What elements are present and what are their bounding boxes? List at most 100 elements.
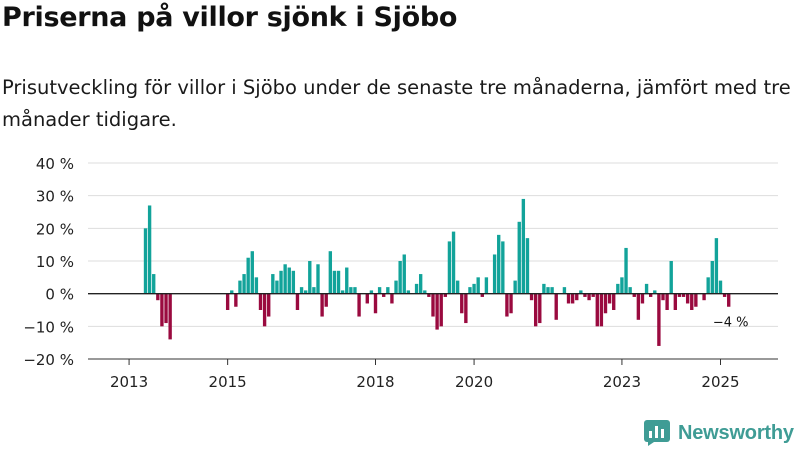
- data-bar: [156, 293, 160, 301]
- data-bar: [616, 283, 620, 294]
- bar-chart: 40 % 30 % 20 % 10 % 0 % −10 % −20 % 2013 2015 201…: [23, 155, 778, 391]
- data-bar: [554, 293, 558, 320]
- data-bar: [431, 293, 435, 317]
- data-bar: [152, 274, 156, 294]
- data-bar: [599, 293, 604, 327]
- data-bar: [722, 293, 727, 297]
- data-bar: [501, 241, 505, 294]
- data-bar: [505, 293, 509, 317]
- data-bar: [406, 290, 411, 294]
- chart-title: Priserna på villor sjönk i Sjöbo: [2, 2, 458, 33]
- data-bar: [517, 221, 521, 294]
- data-bar: [685, 293, 690, 304]
- data-bar: [303, 290, 308, 294]
- data-bar: [575, 293, 579, 301]
- data-bar: [607, 293, 612, 304]
- data-bar: [357, 293, 361, 317]
- data-bar: [497, 234, 501, 294]
- data-bar: [603, 293, 608, 314]
- data-bar: [628, 287, 632, 294]
- data-bar: [595, 293, 599, 327]
- data-bar: [287, 267, 291, 294]
- data-bar: [299, 287, 304, 294]
- data-bar: [636, 293, 641, 320]
- data-bar: [447, 241, 452, 294]
- data-bar: [147, 205, 152, 294]
- data-bar: [665, 293, 669, 310]
- data-bar: [484, 277, 489, 294]
- grid-layer: [88, 162, 778, 360]
- data-bar: [349, 287, 353, 294]
- data-bar: [542, 283, 546, 294]
- data-bar: [706, 277, 710, 294]
- data-bar: [677, 293, 682, 297]
- bar-layer: [143, 198, 731, 346]
- data-bar: [332, 270, 337, 294]
- data-bar: [324, 293, 328, 307]
- data-bar: [620, 277, 624, 294]
- brand-name: Newsworthy: [678, 421, 794, 444]
- data-bar: [246, 257, 250, 294]
- data-bar: [328, 251, 333, 294]
- data-bar: [143, 228, 148, 294]
- data-bar: [644, 283, 649, 294]
- data-bar: [382, 293, 386, 297]
- data-bar: [591, 293, 595, 297]
- data-bar: [320, 293, 324, 317]
- data-bar: [673, 293, 678, 310]
- data-bar: [377, 287, 382, 294]
- y-tick-label: −20 %: [23, 351, 74, 369]
- data-bar: [225, 293, 230, 310]
- data-bar: [427, 293, 431, 297]
- y-tick-label: 20 %: [36, 220, 74, 238]
- y-tick-label: −10 %: [23, 318, 74, 336]
- data-bar: [365, 293, 369, 304]
- data-bar: [250, 251, 254, 294]
- data-bar: [718, 280, 723, 294]
- data-bar: [283, 264, 287, 294]
- x-tick-label: 2025: [701, 373, 739, 391]
- data-bar: [690, 293, 694, 310]
- data-bar: [423, 290, 427, 294]
- data-bar: [657, 293, 661, 346]
- data-bar: [550, 287, 554, 294]
- data-bar: [492, 254, 497, 294]
- end-value-label: −4 %: [713, 316, 749, 331]
- x-tick-label: 2013: [110, 373, 148, 391]
- data-bar: [238, 280, 242, 294]
- data-bar: [373, 293, 378, 314]
- data-bar: [418, 274, 423, 294]
- data-bar: [398, 261, 402, 294]
- data-bar: [513, 280, 517, 294]
- data-bar: [234, 293, 238, 307]
- data-bar: [353, 287, 357, 294]
- data-bar: [476, 277, 480, 294]
- data-bar: [390, 293, 394, 304]
- x-tick-label: 2015: [209, 373, 247, 391]
- data-bar: [254, 277, 259, 294]
- data-bar: [562, 287, 567, 294]
- data-bar: [451, 231, 456, 294]
- data-bar: [439, 293, 443, 327]
- data-bar: [460, 293, 464, 314]
- data-bar: [242, 274, 246, 294]
- data-bar: [480, 293, 484, 297]
- data-bar: [386, 287, 390, 294]
- data-bar: [587, 293, 591, 301]
- data-bar: [632, 293, 636, 297]
- data-bar: [529, 293, 534, 301]
- data-bar: [538, 293, 542, 324]
- data-bar: [533, 293, 538, 327]
- data-bar: [164, 293, 168, 324]
- newsworthy-logo[interactable]: Newsworthy: [644, 418, 794, 448]
- data-bar: [168, 293, 172, 340]
- data-bar: [702, 293, 706, 301]
- data-bar: [340, 290, 345, 294]
- data-bar: [661, 293, 665, 301]
- data-bar: [653, 290, 657, 294]
- data-bar: [525, 238, 530, 294]
- data-bar: [624, 247, 628, 294]
- y-tick-label: 10 %: [36, 253, 74, 271]
- data-bar: [579, 290, 583, 294]
- data-bar: [455, 280, 460, 294]
